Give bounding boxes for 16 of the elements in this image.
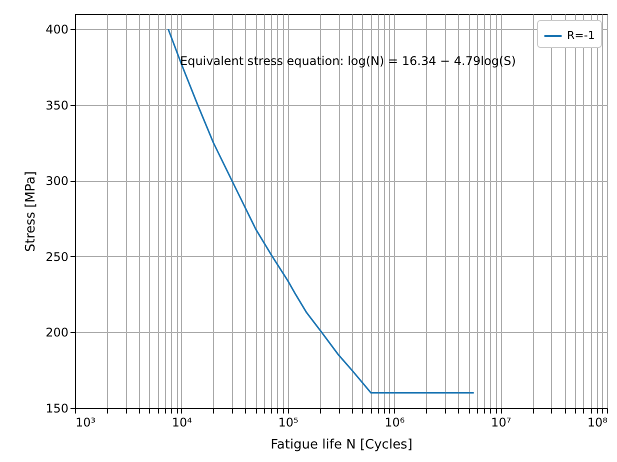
y-tick-label: 200 [46, 326, 68, 340]
x-tick-label: 10⁷ [491, 416, 512, 430]
y-tick-label: 400 [46, 22, 68, 37]
annotation: Equivalent stress equation: log(N) = 16.34 − 4.79log(S) [180, 54, 516, 68]
y-tick-label: 150 [46, 402, 68, 416]
x-tick-label: 10⁴ [172, 416, 192, 430]
y-tick-label: 350 [46, 98, 68, 112]
x-tick-label: 10³ [76, 416, 96, 430]
y-tick-label: 300 [46, 174, 68, 188]
y-axis-title: Stress [MPa] [24, 171, 39, 252]
x-tick-label: 10⁵ [278, 416, 299, 430]
legend-label: R=-1 [567, 29, 595, 42]
y-tick-label: 250 [46, 250, 68, 264]
x-axis-title: Fatigue life N [Cycles] [270, 438, 412, 452]
x-tick-label: 10⁸ [587, 416, 608, 430]
x-tick-label: 10⁶ [384, 416, 405, 430]
